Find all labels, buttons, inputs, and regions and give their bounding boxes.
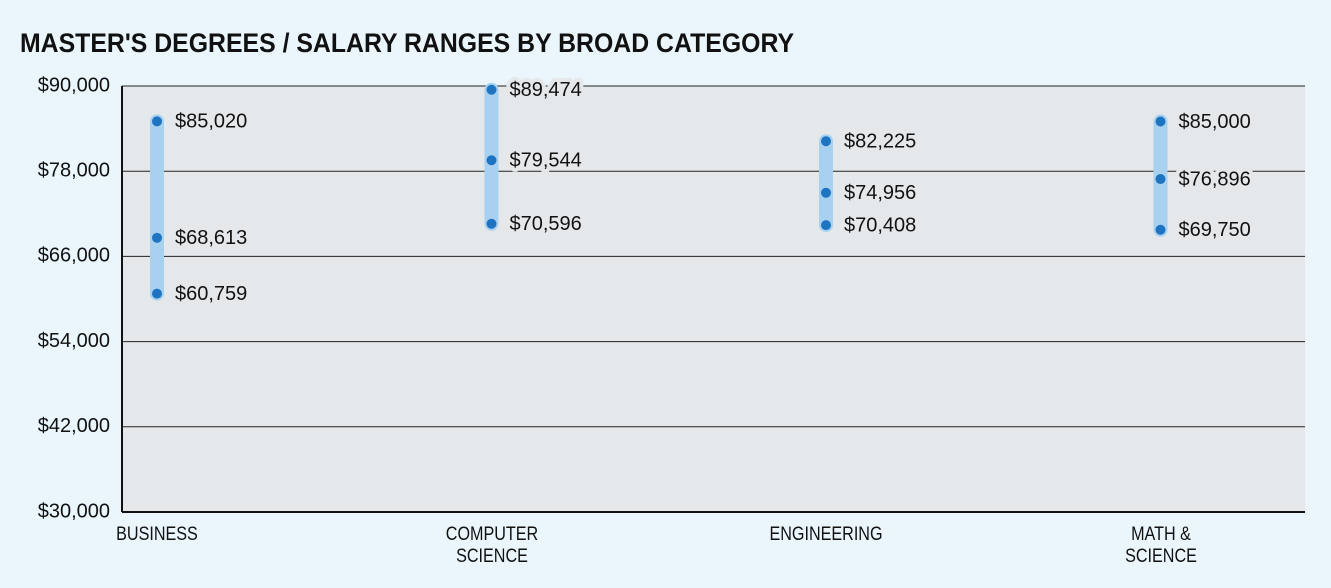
data-label: $85,000 xyxy=(1179,111,1251,133)
range-bar xyxy=(150,114,164,301)
data-label: $60,759 xyxy=(175,283,247,305)
y-tick-label: $30,000 xyxy=(38,500,110,522)
data-label: $74,956 xyxy=(844,182,916,204)
data-point xyxy=(821,187,831,198)
data-label: $76,896 xyxy=(1179,168,1251,190)
data-point xyxy=(1155,116,1166,127)
plot-area xyxy=(122,86,1305,512)
data-label: $69,750 xyxy=(1179,219,1251,241)
x-tick-label: COMPUTER SCIENCE xyxy=(445,524,538,567)
data-point xyxy=(1155,224,1166,235)
x-tick-label: MATH & SCIENCE xyxy=(1124,524,1197,567)
data-point xyxy=(152,232,162,243)
y-tick-label: $90,000 xyxy=(38,74,110,96)
data-point xyxy=(486,84,497,95)
x-tick-label: BUSINESS xyxy=(116,524,198,545)
y-tick-label: $42,000 xyxy=(38,415,110,437)
y-tick-label: $54,000 xyxy=(38,330,110,352)
chart-title: MASTER'S DEGREES / SALARY RANGES BY BROA… xyxy=(20,29,794,58)
data-point xyxy=(821,136,831,147)
data-label: $85,020 xyxy=(175,111,247,133)
data-label: $70,408 xyxy=(844,214,916,236)
data-point xyxy=(486,218,497,229)
range-bar xyxy=(819,134,833,233)
data-point xyxy=(486,155,497,166)
data-label: $79,544 xyxy=(510,150,582,172)
y-tick-label: $78,000 xyxy=(38,159,110,181)
data-point xyxy=(152,288,162,299)
data-point xyxy=(821,220,831,231)
data-label: $89,474 xyxy=(510,79,582,101)
data-point xyxy=(1155,174,1166,185)
data-label: $70,596 xyxy=(510,213,582,235)
x-tick-label: ENGINEERING xyxy=(769,524,883,545)
y-tick-label: $66,000 xyxy=(38,245,110,267)
data-label: $82,225 xyxy=(844,130,916,152)
data-point xyxy=(152,116,162,127)
data-label: $68,613 xyxy=(175,227,247,249)
